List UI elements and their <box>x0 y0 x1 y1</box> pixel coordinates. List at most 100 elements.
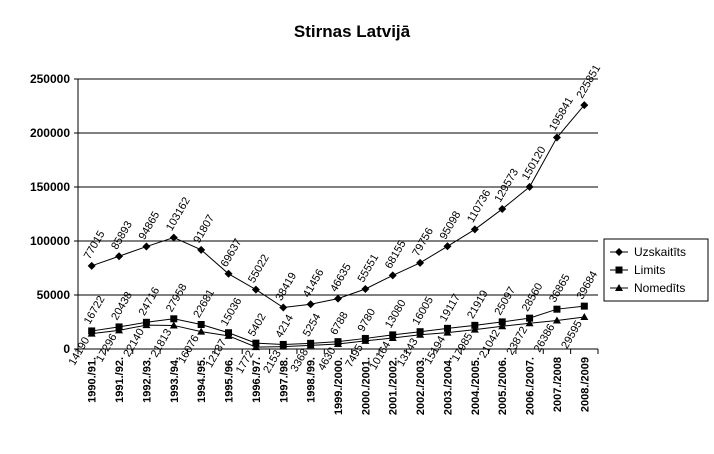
data-label: 21813 <box>149 327 175 359</box>
data-point <box>525 182 534 191</box>
data-point <box>224 331 233 339</box>
data-label: 38419 <box>273 271 299 303</box>
data-point <box>552 133 561 142</box>
x-tick-label: 1992./93. <box>141 357 153 403</box>
data-label: 46635 <box>328 262 354 294</box>
gridlines <box>78 78 598 296</box>
x-tick-label: 2002./2003. <box>415 357 427 415</box>
data-point <box>334 294 342 303</box>
data-label: 21919 <box>465 288 491 320</box>
data-point <box>224 269 233 278</box>
data-point <box>169 321 178 329</box>
x-tick-label: 1997./98. <box>278 357 290 403</box>
x-tick-label: 2000./2001. <box>360 357 372 415</box>
data-point <box>580 302 588 310</box>
data-label: 21042 <box>477 328 503 360</box>
axes <box>77 79 598 350</box>
data-label: 22140 <box>121 327 147 359</box>
data-point <box>251 343 260 351</box>
data-label: 77015 <box>82 229 108 261</box>
data-point <box>142 321 151 329</box>
x-tick-label: 1998./99. <box>306 357 318 403</box>
x-tick-label: 2003./2004. <box>442 357 454 415</box>
x-tick-label: 2005./2006. <box>497 357 509 415</box>
data-point <box>306 300 315 309</box>
data-label: 39684 <box>575 269 601 301</box>
data-point <box>251 285 260 294</box>
data-label: 24716 <box>137 285 163 317</box>
data-label: 13080 <box>383 298 409 330</box>
data-label: 55551 <box>356 252 382 284</box>
y-tick-label: 150000 <box>30 180 70 194</box>
data-label: 129573 <box>492 167 521 205</box>
data-point <box>279 303 288 312</box>
x-tick-label: 1996./97. <box>251 357 263 403</box>
data-point <box>334 339 342 347</box>
data-label: 4214 <box>273 313 296 340</box>
data-label: 36865 <box>547 272 573 304</box>
data-label: 94865 <box>137 210 163 242</box>
data-label: 150120 <box>520 145 549 183</box>
x-tick-label: 2001./2002. <box>388 357 400 415</box>
data-label: 27958 <box>164 282 190 314</box>
data-point <box>388 271 397 280</box>
data-label: 29595 <box>559 319 585 351</box>
data-point <box>443 242 452 251</box>
data-label: 79756 <box>410 226 436 258</box>
data-point <box>580 313 589 321</box>
data-point <box>471 321 479 329</box>
data-point <box>526 314 534 322</box>
x-tick-label: 1993./94. <box>169 357 181 403</box>
data-point <box>470 225 479 234</box>
data-point <box>443 324 451 332</box>
data-point <box>525 319 534 327</box>
x-tick-label: 2008./2009 <box>579 357 591 412</box>
data-point <box>115 326 124 334</box>
x-tick-label: 1995./96. <box>224 357 236 403</box>
data-label: 55022 <box>246 253 272 285</box>
legend-label: Limits <box>634 263 665 277</box>
y-tick-label: 200000 <box>30 126 70 140</box>
data-label: 16722 <box>82 294 108 326</box>
y-tick-label: 0 <box>63 342 70 356</box>
data-point <box>443 328 452 336</box>
data-label: 103162 <box>164 195 193 233</box>
x-tick-label: 2004./2005. <box>470 357 482 415</box>
x-tick-label: 1991./92. <box>114 357 126 403</box>
data-label: 91807 <box>191 213 217 245</box>
data-point <box>416 258 425 267</box>
data-label: 69637 <box>219 237 245 269</box>
data-label: 195841 <box>547 95 576 133</box>
data-label: 25097 <box>492 285 518 317</box>
data-point <box>553 305 561 313</box>
data-point <box>498 318 506 326</box>
legend-label: Uzskaitīts <box>634 245 686 259</box>
x-tick-label: 2007./2008 <box>552 357 564 412</box>
y-tick-label: 250000 <box>30 72 70 86</box>
data-point <box>580 101 589 110</box>
data-point <box>498 322 507 330</box>
y-axis-ticks: 0 50000 100000 150000 200000 250000 <box>30 72 78 356</box>
legend-marker <box>615 284 623 291</box>
x-tick-label: 1999./2000. <box>333 357 345 415</box>
data-label: 19117 <box>438 292 463 324</box>
data-point <box>197 245 206 254</box>
data-point <box>552 316 561 324</box>
data-point <box>498 205 507 214</box>
data-label: 5254 <box>301 312 324 339</box>
x-tick-label: 2006./2007. <box>525 357 537 415</box>
data-label: 22681 <box>191 288 217 320</box>
data-label: 68155 <box>383 238 409 270</box>
data-label: 23872 <box>504 325 530 357</box>
legend-marker <box>615 266 623 274</box>
data-label: 95098 <box>438 209 464 241</box>
x-tick-label: 1990./91. <box>87 357 99 403</box>
data-point <box>87 261 96 270</box>
data-point <box>169 233 178 242</box>
data-point <box>306 341 315 349</box>
data-point <box>361 285 370 294</box>
y-tick-label: 50000 <box>37 288 71 302</box>
data-label: 28560 <box>520 281 546 313</box>
